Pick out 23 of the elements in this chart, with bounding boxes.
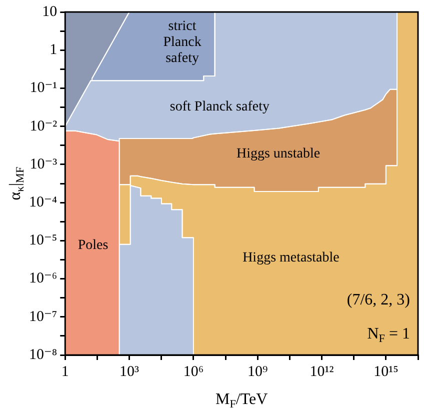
y-axis-title: ακ|MF — [7, 166, 27, 200]
x-tick-label: 10³ — [120, 364, 140, 380]
series-label: Higgs metastable — [242, 250, 340, 266]
series-label: soft Planck safety — [170, 100, 270, 115]
y-tick-label: 10⁻⁴ — [28, 194, 58, 210]
x-tick-label: 10⁶ — [183, 364, 204, 380]
x-tick-label: 1 — [61, 364, 69, 380]
y-tick-label: 10⁻⁶ — [28, 270, 58, 287]
x-tick-label: 10¹⁵ — [374, 364, 398, 380]
y-tick-label: 10 — [42, 4, 58, 20]
y-tick-label: 1 — [50, 42, 58, 58]
series-label: Poles — [78, 238, 108, 253]
x-tick-label: 10⁹ — [248, 364, 268, 380]
series-label: strict Planck safety — [163, 19, 202, 66]
y-tick-label: 10⁻³ — [30, 156, 58, 172]
series-label: Higgs unstable — [236, 146, 320, 162]
x-tick-label: 10¹² — [310, 364, 334, 380]
y-tick-label: 10⁻² — [30, 118, 58, 134]
annotation: (7/6, 2, 3) — [346, 291, 410, 308]
y-tick-label: 10⁻⁵ — [28, 232, 58, 249]
y-tick-label: 10⁻¹ — [30, 80, 58, 96]
y-tick-label: 10⁻⁷ — [28, 308, 58, 325]
y-tick-label: 10⁻⁸ — [28, 346, 58, 363]
